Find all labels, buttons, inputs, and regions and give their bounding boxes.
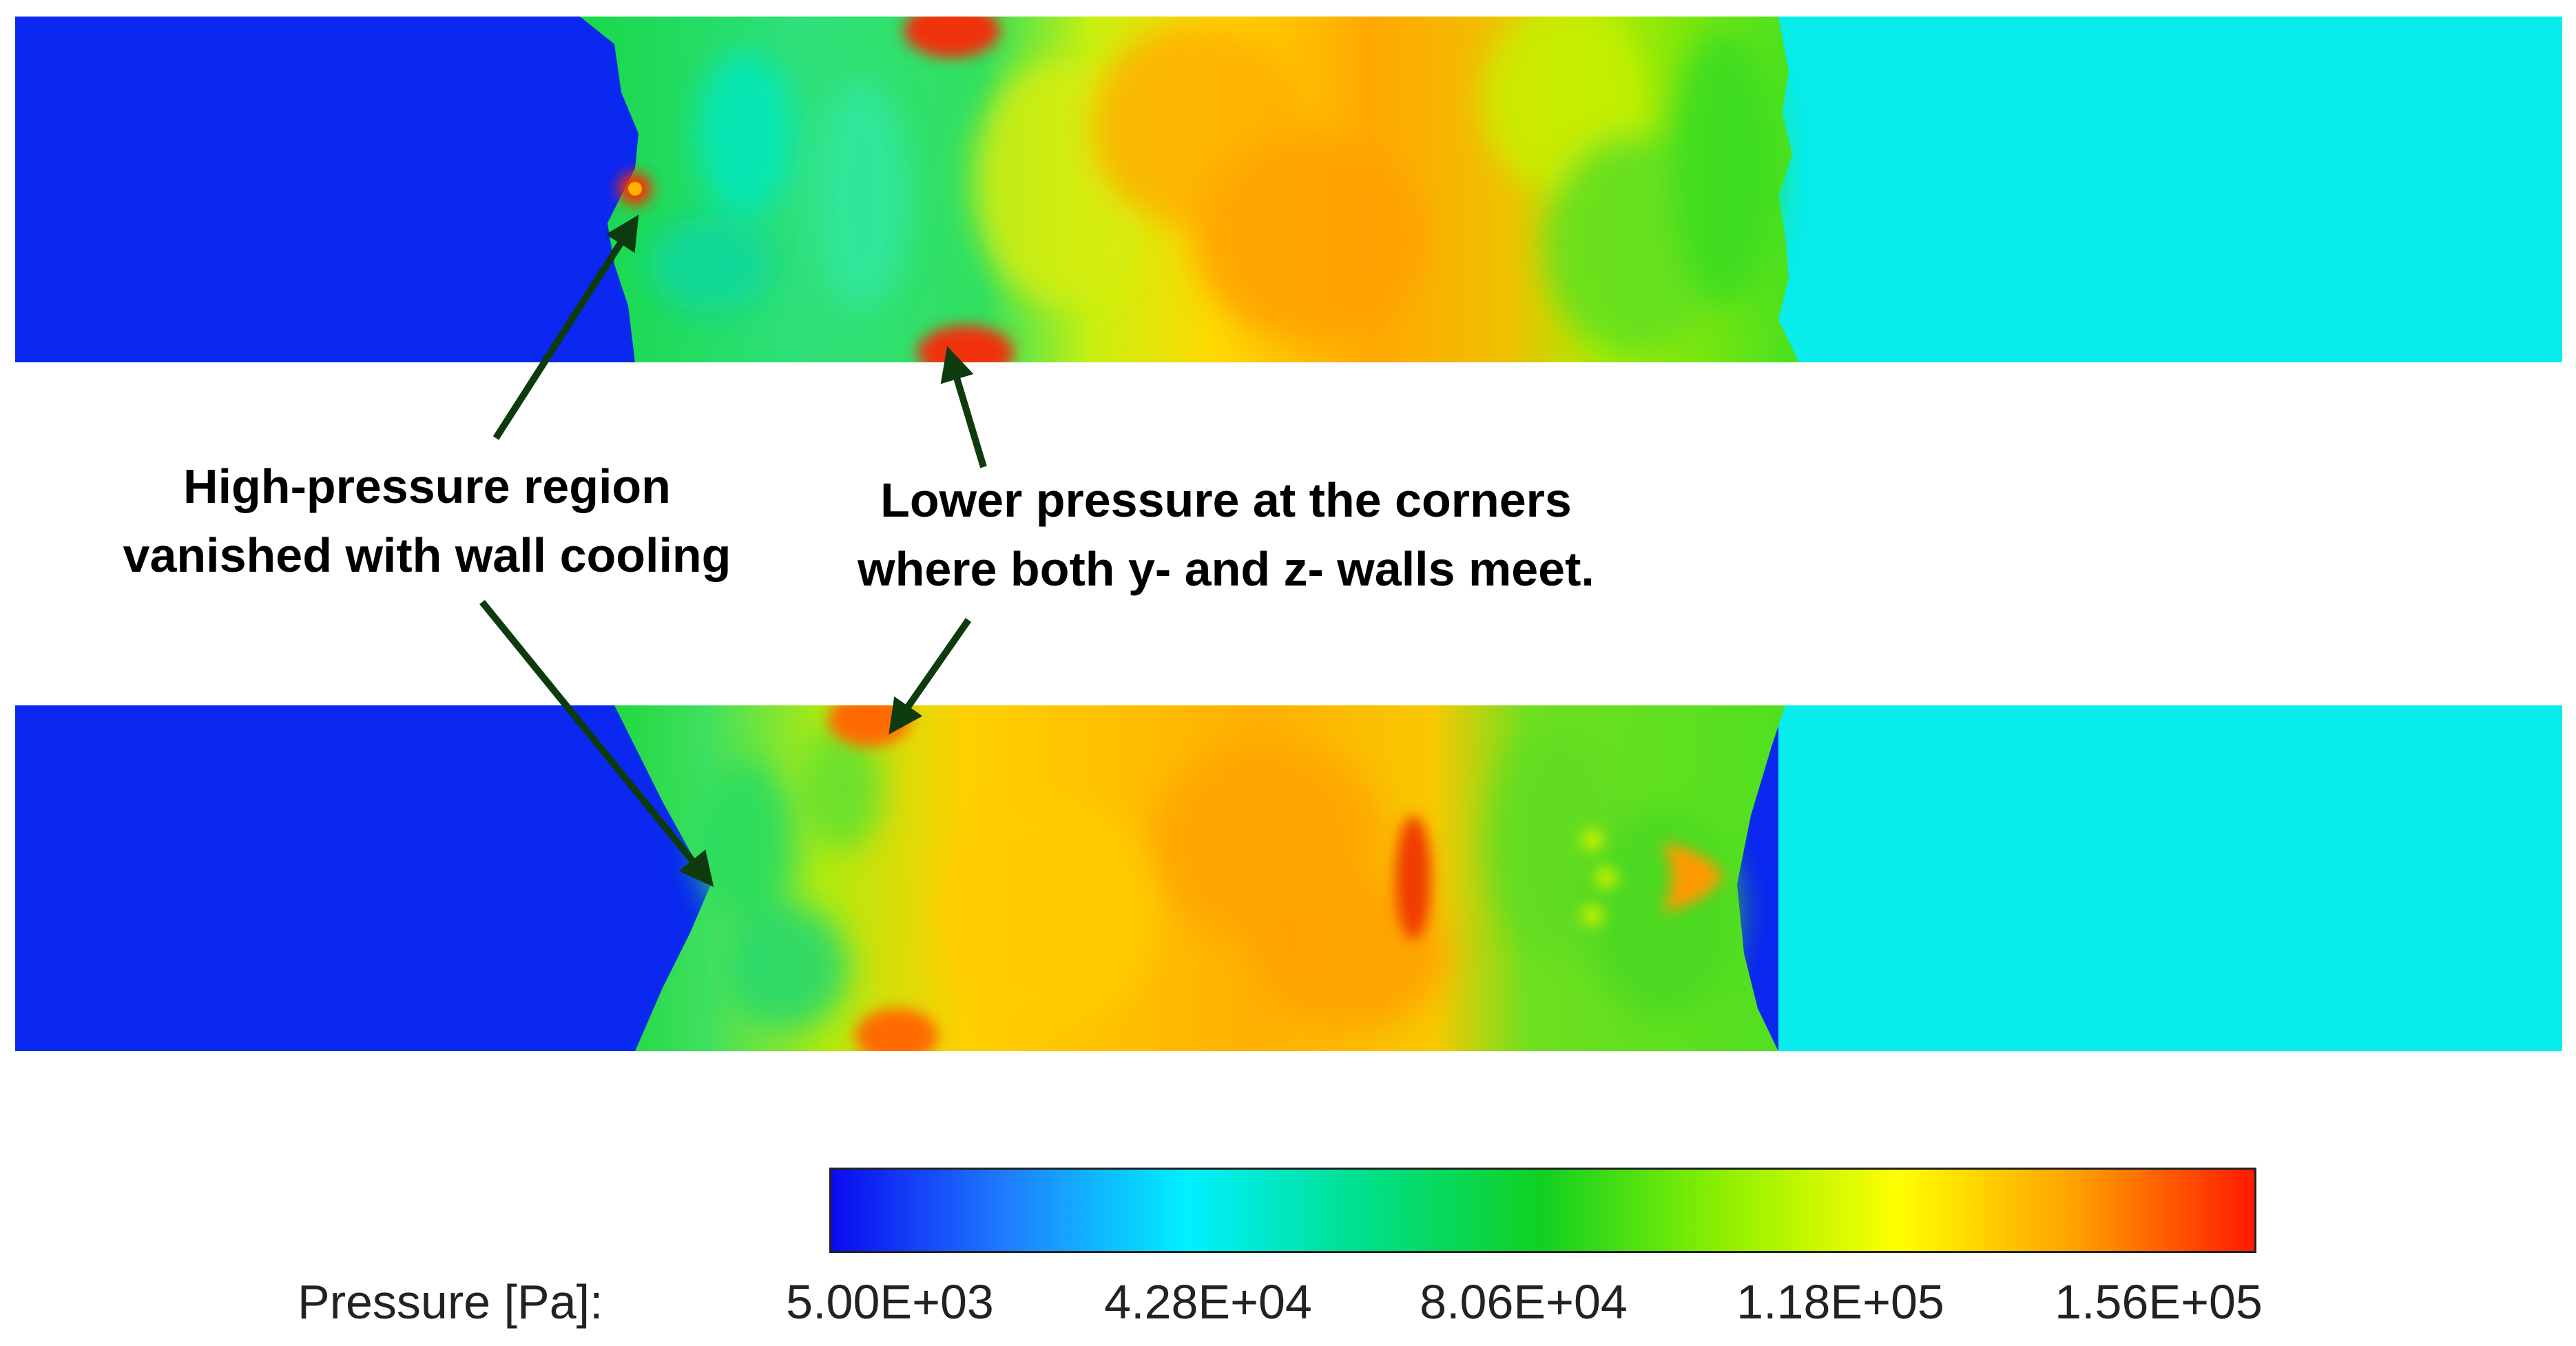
colorbar-tick: 5.00E+03 — [786, 1275, 994, 1329]
annotation-corner-pressure-line1: Lower pressure at the corners — [880, 473, 1572, 527]
pressure-field-top — [15, 17, 2562, 362]
colorbar-tick: 8.06E+04 — [1420, 1275, 1628, 1329]
annotation-wall-cooling-line2: vanished with wall cooling — [123, 528, 731, 582]
annotation-corner-pressure-line2: where both y- and z- walls meet. — [858, 542, 1595, 596]
annotation-wall-cooling-line1: High-pressure region — [183, 459, 671, 513]
colorbar-label: Pressure [Pa]: — [298, 1275, 603, 1329]
pressure-colorbar — [829, 1168, 2256, 1253]
pressure-field-bottom — [15, 705, 2562, 1051]
arrow-to-top-corner — [940, 346, 987, 468]
colorbar-tick: 1.18E+05 — [1736, 1275, 1944, 1329]
colorbar-tick: 1.56E+05 — [2055, 1275, 2263, 1329]
annotation-wall-cooling: High-pressure region vanished with wall … — [41, 452, 813, 590]
colorbar-tick: 4.28E+04 — [1104, 1275, 1312, 1329]
annotation-corner-pressure: Lower pressure at the corners where both… — [765, 466, 1687, 603]
